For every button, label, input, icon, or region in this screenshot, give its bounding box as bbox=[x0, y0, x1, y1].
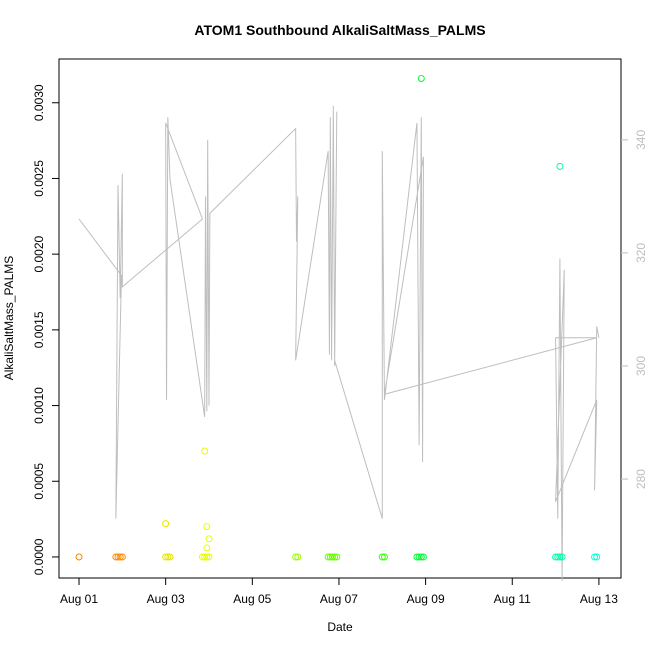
x-tick-label: Aug 05 bbox=[233, 592, 271, 606]
y2-tick-label: 300 bbox=[634, 356, 648, 376]
point bbox=[164, 553, 172, 561]
x-tick-label: Aug 07 bbox=[320, 592, 358, 606]
point bbox=[419, 553, 427, 561]
y-tick-label: 0.0005 bbox=[32, 463, 46, 500]
chart-title: ATOM1 Southbound AlkaliSaltMass_PALMS bbox=[194, 22, 485, 38]
point bbox=[201, 553, 209, 561]
point bbox=[166, 553, 174, 561]
y-tick-label: 0.0025 bbox=[32, 160, 46, 197]
point bbox=[75, 553, 83, 561]
point bbox=[333, 553, 341, 561]
point bbox=[417, 553, 425, 561]
point bbox=[205, 553, 213, 561]
point bbox=[591, 553, 599, 561]
y-tick-label: 0.0015 bbox=[32, 311, 46, 348]
x-tick-label: Aug 01 bbox=[60, 592, 98, 606]
point bbox=[380, 553, 388, 561]
point bbox=[558, 553, 566, 561]
x-axis-title: Date bbox=[327, 620, 353, 634]
point bbox=[556, 553, 564, 561]
y-tick-label: 0.0010 bbox=[32, 387, 46, 424]
y-axis-title: AlkaliSaltMass_PALMS bbox=[2, 256, 16, 381]
point bbox=[162, 520, 170, 528]
line-series bbox=[78, 105, 600, 581]
point bbox=[118, 553, 126, 561]
point bbox=[554, 553, 562, 561]
point bbox=[201, 447, 209, 455]
point bbox=[556, 162, 564, 170]
point bbox=[593, 553, 601, 561]
x-tick-label: Aug 03 bbox=[147, 592, 185, 606]
point bbox=[116, 553, 124, 561]
y-tick-label: 0.0020 bbox=[32, 235, 46, 272]
point bbox=[205, 535, 213, 543]
point bbox=[328, 553, 336, 561]
point bbox=[203, 553, 211, 561]
point bbox=[378, 553, 386, 561]
y2-tick-label: 340 bbox=[634, 130, 648, 150]
point bbox=[162, 553, 170, 561]
y-tick-label: 0.0000 bbox=[32, 538, 46, 575]
y-tick-label: 0.0030 bbox=[32, 84, 46, 121]
point bbox=[331, 553, 339, 561]
point bbox=[294, 553, 302, 561]
plot-frame bbox=[58, 58, 622, 579]
point bbox=[292, 553, 300, 561]
point bbox=[203, 544, 211, 552]
point bbox=[203, 523, 211, 531]
point bbox=[114, 553, 122, 561]
y2-tick-label: 320 bbox=[634, 243, 648, 263]
x-tick-label: Aug 11 bbox=[494, 592, 531, 606]
point bbox=[415, 553, 423, 561]
x-tick-label: Aug 13 bbox=[580, 592, 618, 606]
y2-tick-label: 280 bbox=[634, 469, 648, 489]
point bbox=[417, 75, 425, 83]
x-tick-label: Aug 09 bbox=[407, 592, 445, 606]
